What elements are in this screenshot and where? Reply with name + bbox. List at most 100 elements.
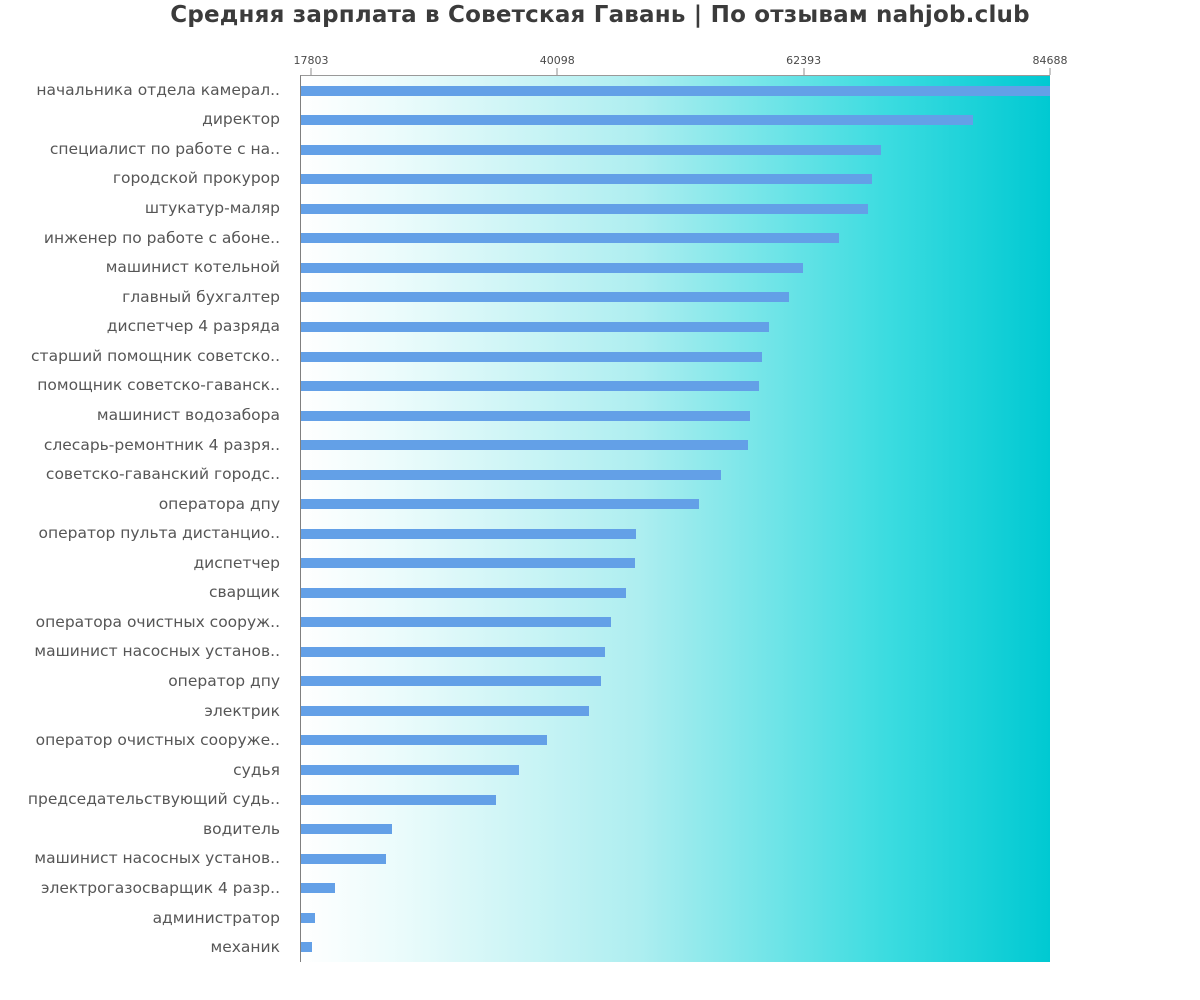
x-tick: 62393 <box>786 54 821 75</box>
salary-bar <box>301 233 840 244</box>
category-label: судья <box>233 760 280 779</box>
bar-row <box>301 578 1050 608</box>
salary-bar <box>301 558 636 569</box>
salary-bar <box>301 676 602 687</box>
x-tick-mark <box>1049 68 1051 75</box>
bar-row <box>301 342 1050 372</box>
bar-row <box>301 932 1050 962</box>
category-label: оператор пульта дистанцио.. <box>38 524 280 543</box>
salary-bar <box>301 705 589 716</box>
category-label: администратор <box>152 908 280 927</box>
category-label: оператор очистных сооруже.. <box>35 731 280 750</box>
category-label: машинист насосных установ.. <box>34 849 280 868</box>
x-tick-mark <box>556 68 558 75</box>
x-tick-label: 40098 <box>539 54 575 67</box>
bar-row <box>301 726 1050 756</box>
salary-bar <box>301 292 789 303</box>
chart-title: Средняя зарплата в Советская Гавань | По… <box>170 2 1030 28</box>
bar-row <box>301 903 1050 933</box>
bar-row <box>301 637 1050 667</box>
category-label: специалист по работе с на.. <box>49 139 280 158</box>
salary-bar <box>301 646 606 657</box>
x-tick-label: 84688 <box>1032 54 1068 67</box>
x-tick: 17803 <box>293 54 328 75</box>
salary-bar <box>301 440 748 451</box>
category-label: машинист котельной <box>105 258 280 277</box>
category-label: директор <box>202 110 280 129</box>
category-label: оператора дпу <box>158 494 280 513</box>
x-tick-mark <box>310 68 312 75</box>
bar-row <box>301 814 1050 844</box>
bar-row <box>301 549 1050 579</box>
bar-row <box>301 430 1050 460</box>
plot-area <box>300 75 1050 962</box>
category-label: председательствующий судь.. <box>27 790 280 809</box>
salary-bar <box>301 499 700 510</box>
bar-row <box>301 224 1050 254</box>
bar-row <box>301 755 1050 785</box>
category-axis: начальника отдела камерал.. директор специ… <box>0 75 290 962</box>
x-tick: 84688 <box>1033 54 1068 75</box>
bar-row <box>301 135 1050 165</box>
category-label: слесарь-ремонтник 4 разря.. <box>43 435 280 454</box>
salary-bar <box>301 203 869 214</box>
salary-bar <box>301 351 763 362</box>
salary-bar <box>301 824 393 835</box>
category-label: штукатур-маляр <box>144 199 280 218</box>
category-label: машинист водозабора <box>96 405 280 424</box>
category-label: машинист насосных установ.. <box>34 642 280 661</box>
category-label: оператор дпу <box>168 672 280 691</box>
bar-row <box>301 312 1050 342</box>
category-label: начальника отдела камерал.. <box>36 80 280 99</box>
bar-row <box>301 253 1050 283</box>
category-label: сварщик <box>208 583 280 602</box>
salary-bar <box>301 115 973 126</box>
salary-bar <box>301 174 873 185</box>
salary-bar <box>301 764 520 775</box>
bar-row <box>301 608 1050 638</box>
salary-bar <box>301 469 722 480</box>
salary-bar <box>301 617 611 628</box>
category-label: инженер по работе с абоне.. <box>43 228 280 247</box>
bar-row <box>301 667 1050 697</box>
bar-row <box>301 844 1050 874</box>
category-label: городской прокурор <box>112 169 280 188</box>
bar-row <box>301 696 1050 726</box>
bar-row <box>301 460 1050 490</box>
salary-bar <box>301 912 316 923</box>
category-label: водитель <box>202 819 280 838</box>
bar-row <box>301 519 1050 549</box>
category-label: диспетчер 4 разряда <box>106 317 280 336</box>
salary-bar <box>301 587 627 598</box>
x-tick-label: 17803 <box>293 54 329 67</box>
bar-row <box>301 489 1050 519</box>
x-tick-label: 62393 <box>786 54 822 67</box>
x-axis-ticks: 17803 40098 62393 84688 <box>293 52 1068 75</box>
bar-row <box>301 371 1050 401</box>
bar-row <box>301 401 1050 431</box>
bar-row <box>301 165 1050 195</box>
category-label: механик <box>210 938 280 957</box>
bar-row <box>301 76 1050 106</box>
salary-bar <box>301 85 1050 96</box>
salary-bar <box>301 322 769 333</box>
category-label: советско-гаванский городс.. <box>45 465 280 484</box>
category-label: старший помощник советско.. <box>31 346 280 365</box>
salary-bar <box>301 410 750 421</box>
category-label: электрогазосварщик 4 разр.. <box>40 878 280 897</box>
category-label: диспетчер <box>193 553 280 572</box>
salary-bar <box>301 528 637 539</box>
salary-bar <box>301 262 803 273</box>
salary-bar <box>301 381 759 392</box>
bar-row <box>301 873 1050 903</box>
category-label: оператора очистных сооруж.. <box>35 612 280 631</box>
bar-row <box>301 283 1050 313</box>
salary-bar <box>301 853 386 864</box>
category-label: главный бухгалтер <box>122 287 280 306</box>
salary-bar <box>301 883 336 894</box>
category-label: помощник советско-гаванск.. <box>37 376 280 395</box>
salary-bar <box>301 942 312 953</box>
x-tick-mark <box>803 68 805 75</box>
salary-bar <box>301 794 497 805</box>
